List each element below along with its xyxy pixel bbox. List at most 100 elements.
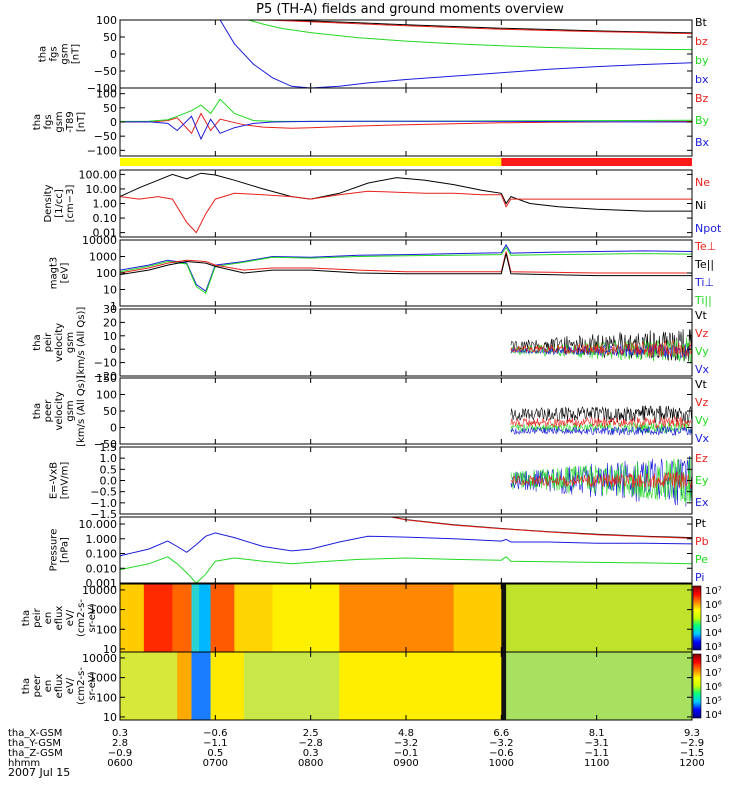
- spectrogram-band: [506, 652, 692, 720]
- y-tick-label: 30: [103, 303, 117, 316]
- spectrogram-band: [191, 584, 200, 652]
- plot-area: [510, 455, 692, 507]
- legend-item: Bx: [695, 136, 710, 149]
- mode-bar-segment: [501, 158, 692, 166]
- y-tick-label: −50: [94, 438, 117, 451]
- legend-item: bx: [695, 73, 709, 86]
- y-axis-label: [cm−3]: [65, 185, 76, 223]
- y-tick-label: 100: [96, 267, 117, 280]
- colorbar-tick-label: 10⁶: [705, 682, 722, 693]
- spectrogram-band: [243, 652, 340, 720]
- x-tick-label: −3.2: [489, 738, 513, 749]
- y-tick-label: 0.01: [93, 227, 118, 240]
- series-Pb: [391, 517, 692, 539]
- legend-item: By: [695, 114, 710, 127]
- y-axis-label: sr-eV): [87, 671, 98, 700]
- series-Te||: [120, 253, 692, 277]
- x-tick-label: 9.3: [684, 728, 700, 739]
- y-tick-label: −50: [94, 130, 117, 143]
- x-tick-label: −1.5: [680, 748, 704, 759]
- colorbar-tick-label: 10⁴: [705, 710, 722, 721]
- y-axis-label: fgs: [43, 114, 54, 129]
- legend-item: Vt: [695, 378, 708, 391]
- y-axis-label: peer: [43, 399, 54, 423]
- y-tick-label: 0: [110, 422, 117, 435]
- series-Vz: [510, 416, 692, 429]
- y-tick-label: 1000: [89, 604, 117, 617]
- series-Bt: [253, 20, 692, 34]
- x-tick-label: −3.1: [585, 738, 609, 749]
- x-tick-label: 1000: [489, 758, 514, 769]
- y-axis-label: E=-VxB: [49, 462, 60, 499]
- y-axis-label: [mV/m]: [60, 462, 71, 500]
- series-Ne: [120, 190, 692, 234]
- x-tick-label: 0.3: [112, 728, 128, 739]
- legend-item: Ey: [695, 474, 709, 487]
- y-axis-label: fgs: [49, 46, 60, 61]
- y-tick-label: 100: [96, 14, 117, 27]
- y-axis-label: [eV]: [60, 263, 71, 284]
- x-tick-label: −0.6: [203, 728, 227, 739]
- y-axis-label: gsm: [54, 111, 65, 132]
- spectrogram-band: [143, 584, 173, 652]
- plot-area: [120, 98, 692, 141]
- legend-item: Vx: [695, 363, 710, 376]
- y-tick-label: 0.001: [86, 577, 118, 590]
- x-tick-label: −0.6: [489, 748, 513, 759]
- colorbar-tick-label: 10⁵: [705, 696, 722, 707]
- y-tick-label: 0.100: [86, 548, 118, 561]
- x-tick-label: 1200: [679, 758, 704, 769]
- series-Pi: [120, 532, 692, 557]
- y-tick-label: 10: [103, 711, 117, 724]
- y-tick-label: −100: [87, 144, 117, 157]
- y-tick-label: 100: [96, 88, 117, 101]
- series-Vx: [510, 343, 692, 360]
- y-tick-label: 20: [103, 316, 117, 329]
- legend-item: Vy: [695, 414, 709, 427]
- y-tick-label: 100: [96, 389, 117, 402]
- panel-peir_en_eflux: 10³ 10⁴ 10⁵ 10⁶ 10⁷ 10 100 1000 10000 tha peir en ef…: [21, 583, 722, 656]
- plot-area: [219, 20, 692, 88]
- y-tick-label: −10: [94, 357, 117, 370]
- y-axis: −50 0 50 100 150: [94, 372, 692, 451]
- x-tick-label: 0700: [203, 758, 228, 769]
- y-axis-label: [nT]: [76, 112, 87, 132]
- y-axis-label: tha: [32, 114, 43, 130]
- y-tick-label: 150: [96, 372, 117, 385]
- legend-item: Bt: [695, 16, 708, 29]
- y-axis-label: [1/cc]: [54, 189, 65, 218]
- series-Bx: [120, 115, 692, 141]
- y-tick-label: 10: [103, 284, 117, 297]
- y-tick-label: 1000: [89, 251, 117, 264]
- colorbar-tick-label: 10⁷: [705, 668, 722, 679]
- series-Bz: [120, 112, 692, 135]
- mode-bar-segment: [120, 158, 502, 166]
- y-axis-label: [nPa]: [60, 537, 71, 563]
- colorbar-scale: [692, 653, 702, 719]
- series-Ti||: [120, 246, 692, 294]
- colorbar-tick-label: 10⁸: [705, 654, 722, 665]
- x-axis-row-label: tha_Z-GSM: [8, 748, 63, 759]
- panel-efield: −1.5−1.0−0.50.00.51.01.5 E=-VxB [mV/m] Ez Ey…: [49, 441, 709, 521]
- x-tick-label: 2.5: [303, 728, 319, 739]
- y-axis-label: tha: [21, 678, 32, 694]
- series-Pe: [120, 556, 692, 583]
- legend: Bz By Bx: [695, 92, 710, 149]
- plot-area: [510, 405, 692, 436]
- spectrogram-band: [339, 584, 455, 652]
- x-tick-label: 0800: [298, 758, 323, 769]
- series-Vy: [510, 337, 692, 364]
- y-tick-label: 1.00: [93, 198, 118, 211]
- legend-item: Vt: [695, 309, 708, 322]
- y-axis-label: en: [43, 612, 54, 625]
- legend-item: Vx: [695, 432, 710, 445]
- legend-item: Pe: [695, 553, 708, 566]
- series-bz: [253, 20, 692, 35]
- y-tick-label: 10.00: [86, 183, 118, 196]
- x-tick-label: −0.1: [394, 748, 418, 759]
- x-tick-label: −3.2: [394, 738, 418, 749]
